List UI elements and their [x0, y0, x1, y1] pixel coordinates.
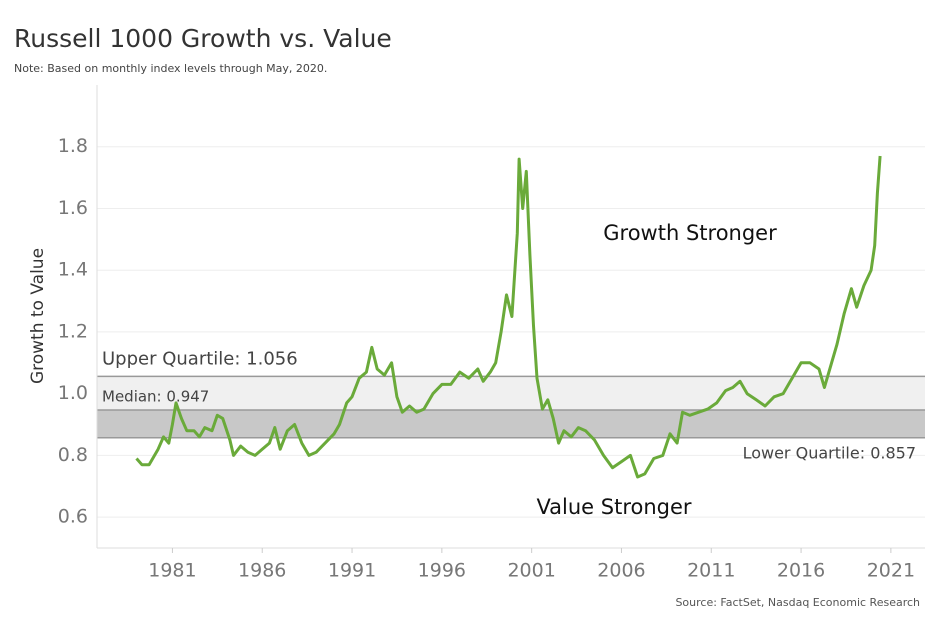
y-tick-label: 0.8 — [58, 444, 88, 466]
x-tick-label: 1981 — [148, 560, 196, 582]
source-note: Source: FactSet, Nasdaq Economic Researc… — [675, 596, 920, 609]
y-tick-label: 1.6 — [58, 197, 88, 219]
quartile-band — [97, 376, 925, 411]
x-tick-label: 1986 — [238, 560, 286, 582]
chart-title: Russell 1000 Growth vs. Value — [14, 24, 392, 53]
quartile-band — [97, 410, 925, 438]
reference-label: Median: 0.947 — [102, 388, 209, 406]
x-tick-label: 2011 — [687, 560, 735, 582]
annotation: Value Stronger — [536, 495, 691, 519]
x-tick-label: 1996 — [418, 560, 466, 582]
y-tick-label: 1.4 — [58, 259, 88, 281]
y-tick-label: 0.6 — [58, 506, 88, 528]
y-tick-label: 1.0 — [58, 382, 88, 404]
y-axis-label: Growth to Value — [28, 248, 48, 384]
annotation: Growth Stronger — [603, 221, 777, 245]
reference-label: Lower Quartile: 0.857 — [743, 443, 916, 462]
x-tick-label: 2016 — [777, 560, 825, 582]
x-tick-label: 1991 — [328, 560, 376, 582]
chart-subtitle: Note: Based on monthly index levels thro… — [14, 62, 327, 75]
y-tick-label: 1.8 — [58, 135, 88, 157]
reference-label: Upper Quartile: 1.056 — [102, 348, 298, 369]
y-tick-label: 1.2 — [58, 320, 88, 342]
x-tick-label: 2001 — [507, 560, 555, 582]
x-tick-label: 2021 — [867, 560, 915, 582]
x-tick-label: 2006 — [597, 560, 645, 582]
series-line — [135, 155, 882, 479]
